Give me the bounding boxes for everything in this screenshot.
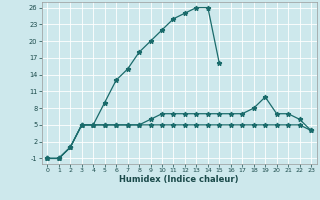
X-axis label: Humidex (Indice chaleur): Humidex (Indice chaleur)	[119, 175, 239, 184]
